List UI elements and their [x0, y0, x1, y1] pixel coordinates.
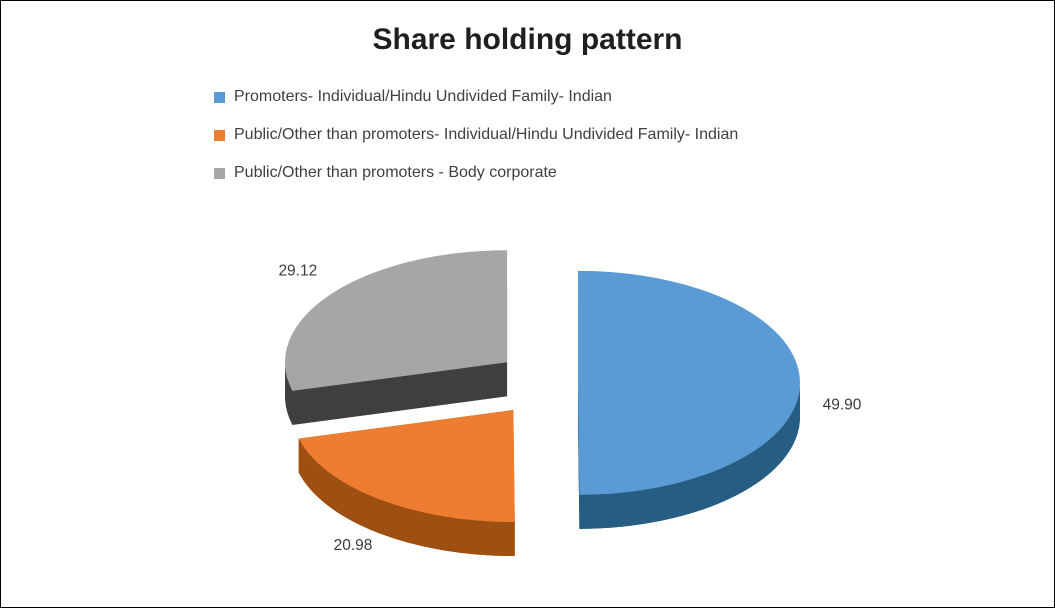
chart-title: Share holding pattern — [372, 23, 683, 56]
legend-swatch-promoters-individual — [214, 91, 225, 103]
pie-slice-2-rim — [285, 362, 293, 425]
legend-swatch-public-body-corporate — [214, 167, 225, 179]
pie-slice-2-cut-face — [292, 362, 508, 425]
pie-data-label-0: 49.90 — [823, 397, 862, 414]
legend-item-public-body-corporate: Public/Other than promoters - Body corpo… — [214, 163, 738, 183]
pie-slice-2-top — [285, 250, 508, 391]
pie-data-label-2: 29.12 — [278, 263, 317, 280]
pie-slice-1-top — [298, 410, 515, 523]
pie-slice-0-top — [577, 270, 801, 495]
pie-slice-0-rim — [579, 382, 800, 529]
pie-data-label-1: 20.98 — [334, 537, 373, 554]
pie-slice-0-cut-face — [577, 382, 580, 529]
legend-swatch-public-individual — [214, 129, 225, 141]
legend-label-public-body-corporate: Public/Other than promoters - Body corpo… — [234, 164, 557, 181]
chart-legend: Promoters- Individual/Hindu Undivided Fa… — [214, 87, 738, 183]
pie-slice-1-rim — [298, 438, 515, 557]
legend-item-public-individual: Public/Other than promoters- Individual/… — [214, 125, 738, 145]
legend-label-public-individual: Public/Other than promoters- Individual/… — [234, 126, 739, 143]
legend-label-promoters-individual: Promoters- Individual/Hindu Undivided Fa… — [234, 88, 612, 105]
legend-item-promoters-individual: Promoters- Individual/Hindu Undivided Fa… — [214, 87, 738, 107]
